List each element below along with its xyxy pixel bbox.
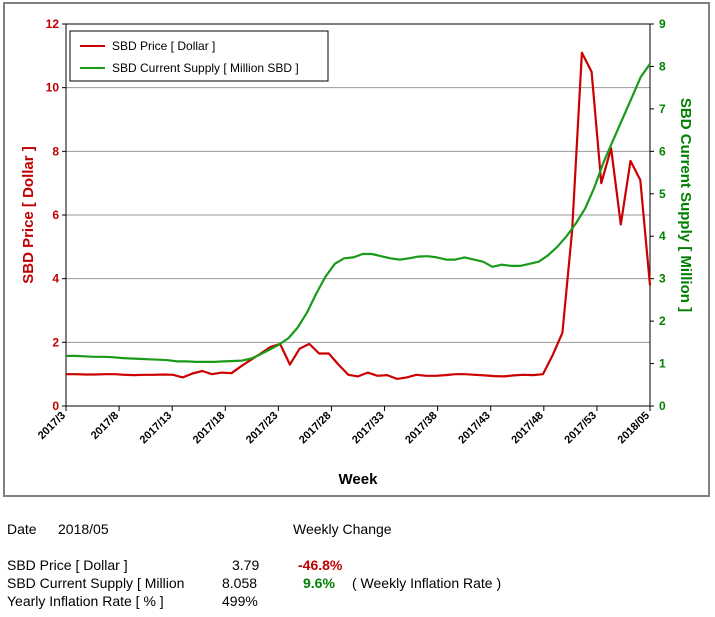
x-tick-label: 2017/48 <box>509 410 546 447</box>
legend-label: SBD Price [ Dollar ] <box>112 39 215 53</box>
right-tick-label: 5 <box>659 187 666 201</box>
price-change: -46.8% <box>298 557 343 573</box>
x-tick-label: 2017/53 <box>562 410 599 447</box>
sbd-supply-line <box>66 63 651 363</box>
legend-box <box>69 30 329 82</box>
left-tick-label: 10 <box>46 81 60 95</box>
x-tick-label: 2017/38 <box>403 410 440 447</box>
x-tick-label: 2017/18 <box>191 410 228 447</box>
right-tick-label: 2 <box>659 314 666 328</box>
supply-change: 9.6% <box>303 575 335 591</box>
right-axis-title: SBD Current Supply [ Million ] <box>677 98 694 312</box>
inflation-label: Yearly Inflation Rate [ % ] <box>7 593 164 609</box>
left-tick-label: 4 <box>52 272 59 286</box>
x-tick-label: 2017/23 <box>244 410 281 447</box>
right-tick-label: 9 <box>659 17 666 31</box>
x-tick-label: 2017/43 <box>456 410 493 447</box>
weekly-change-label: Weekly Change <box>293 521 392 537</box>
x-tick-label: 2017/13 <box>138 410 175 447</box>
right-tick-label: 6 <box>659 144 666 158</box>
date-value: 2018/05 <box>58 521 109 537</box>
right-tick-label: 4 <box>659 229 666 243</box>
right-tick-label: 1 <box>659 357 666 371</box>
right-tick-label: 3 <box>659 272 666 286</box>
price-label: SBD Price [ Dollar ] <box>7 557 128 573</box>
supply-change-note: ( Weekly Inflation Rate ) <box>352 575 502 591</box>
left-tick-label: 12 <box>46 17 60 31</box>
supply-value: 8.058 <box>222 575 258 591</box>
supply-label: SBD Current Supply [ Million <box>7 575 185 591</box>
x-tick-label: 2017/8 <box>89 410 121 442</box>
x-tick-label: 2017/28 <box>297 410 334 447</box>
right-tick-label: 0 <box>659 399 666 413</box>
legend-label: SBD Current Supply [ Million SBD ] <box>112 61 299 75</box>
price-value: 3.79 <box>232 557 260 573</box>
x-axis-title: Week <box>339 471 379 488</box>
left-tick-label: 8 <box>52 144 59 158</box>
x-tick-label: 2017/33 <box>350 410 387 447</box>
right-tick-label: 7 <box>659 102 666 116</box>
left-tick-label: 0 <box>52 399 59 413</box>
x-tick-label: 2017/3 <box>36 410 68 442</box>
sbd-price-line <box>66 51 652 380</box>
left-axis-title: SBD Price [ Dollar ] <box>20 146 37 284</box>
left-tick-label: 6 <box>52 208 59 222</box>
x-tick-label: 2018/05 <box>616 410 653 447</box>
left-tick-label: 2 <box>52 335 59 349</box>
inflation-value: 499% <box>222 593 258 609</box>
right-tick-label: 8 <box>659 59 666 73</box>
date-label: Date <box>7 521 37 537</box>
